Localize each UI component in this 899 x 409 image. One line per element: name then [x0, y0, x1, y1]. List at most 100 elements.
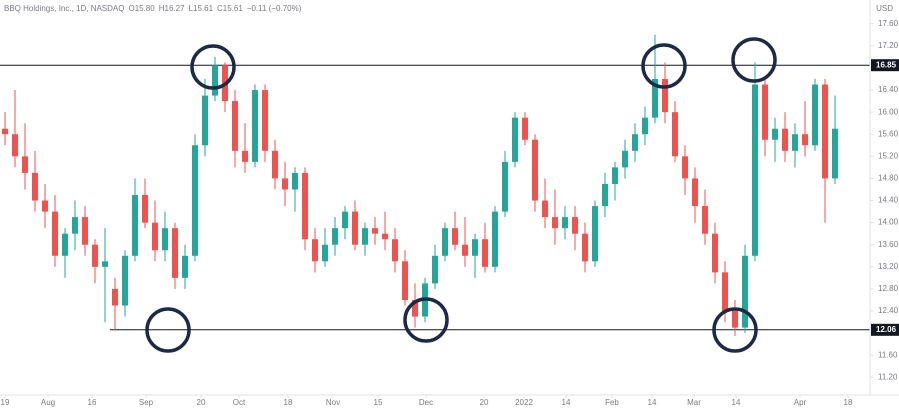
- highlight-circle: [641, 43, 687, 89]
- y-tick-label: 17.60: [878, 19, 899, 28]
- x-tick-label: 18: [284, 398, 293, 407]
- candle-body: [252, 90, 258, 162]
- candle-body: [722, 272, 728, 312]
- candle-body: [822, 84, 828, 179]
- candle-body: [772, 128, 778, 140]
- candle-body: [482, 239, 488, 267]
- x-tick-label: 19: [1, 398, 10, 407]
- candle-body: [832, 128, 838, 179]
- highlight-circle: [731, 37, 777, 83]
- highlight-circle: [145, 307, 191, 353]
- y-tick-label: 12.80: [878, 284, 899, 293]
- x-tick-label: 18: [844, 398, 853, 407]
- candle-body: [472, 239, 478, 256]
- candle-body: [332, 228, 338, 245]
- highlight-circle: [190, 44, 236, 90]
- candle-body: [552, 217, 558, 229]
- candle-body: [192, 145, 198, 256]
- candle-body: [82, 217, 88, 245]
- candle-body: [212, 65, 218, 96]
- y-tick-label: 17.20: [878, 41, 899, 50]
- x-tick-label: 14: [732, 398, 741, 407]
- annotations: [145, 37, 777, 353]
- candle-body: [382, 233, 388, 240]
- level-label-box: [871, 59, 899, 72]
- x-tick-label: 14: [562, 398, 571, 407]
- levels: 16.85 12.06: [0, 59, 899, 336]
- candle-body: [542, 200, 548, 218]
- candle-body: [292, 172, 298, 190]
- candle-body: [812, 84, 818, 146]
- candles: [2, 34, 838, 336]
- x-tick-label: Sep: [139, 398, 154, 407]
- highlight-circle: [712, 307, 758, 353]
- candle-body: [172, 228, 178, 278]
- candle-body: [612, 167, 618, 184]
- y-tick-label: 15.20: [878, 151, 899, 160]
- candle-body: [242, 150, 248, 162]
- header-item: BBQ Holdings, Inc., 1D, NASDAQ: [4, 4, 125, 13]
- candle-body: [392, 239, 398, 262]
- candle-body: [302, 172, 308, 240]
- y-tick-label: 11.20: [878, 372, 898, 381]
- candle-body: [162, 228, 168, 251]
- x-tick-label: Aug: [41, 398, 55, 407]
- y-tick-label: 13.20: [878, 262, 899, 271]
- candle-body: [622, 150, 628, 168]
- x-tick-label: 14: [648, 398, 657, 407]
- candle-body: [452, 228, 458, 245]
- y-tick-label: 14.00: [878, 218, 899, 227]
- candle-body: [762, 84, 768, 140]
- candle-body: [752, 84, 758, 256]
- candle-body: [712, 233, 718, 273]
- candle-body: [632, 134, 638, 151]
- candle-body: [362, 228, 368, 245]
- candle-body: [692, 178, 698, 207]
- candle-body: [152, 222, 158, 251]
- candle-body: [462, 244, 468, 256]
- y-tick-label: 16.00: [878, 107, 899, 116]
- header-item: H16.27: [159, 4, 185, 13]
- candle-body: [312, 239, 318, 262]
- candle-body: [502, 161, 508, 212]
- header-item: O15.80: [129, 4, 156, 13]
- candle-body: [22, 156, 28, 173]
- y-tick-label: 14.80: [878, 174, 899, 183]
- candle-body: [742, 255, 748, 328]
- candle-body: [662, 79, 668, 113]
- candle-body: [592, 206, 598, 262]
- level-label: 12.06: [876, 325, 897, 334]
- candle-body: [782, 128, 788, 151]
- candle-body: [72, 217, 78, 234]
- candle-body: [262, 90, 268, 151]
- candle-body: [792, 134, 798, 151]
- candle-body: [112, 288, 118, 306]
- candle-body: [572, 217, 578, 234]
- candle-body: [352, 211, 358, 245]
- candle-body: [322, 244, 328, 262]
- candle-body: [682, 156, 688, 179]
- candle-body: [522, 117, 528, 140]
- x-tick-label: 20: [197, 398, 206, 407]
- currency: USD: [876, 4, 893, 13]
- candle-body: [412, 299, 418, 317]
- candle-body: [142, 195, 148, 223]
- candle-body: [272, 150, 278, 179]
- level-label: 16.85: [876, 60, 897, 69]
- highlight-circle: [403, 297, 449, 343]
- candle-body: [602, 183, 608, 207]
- y-tick-label: 15.60: [878, 129, 899, 138]
- x-tick-label: 20: [480, 398, 489, 407]
- candle-body: [12, 134, 18, 157]
- candle-body: [2, 128, 8, 135]
- y-tick-label: 13.60: [878, 240, 899, 249]
- grid: [4, 23, 874, 398]
- candle-body: [512, 117, 518, 162]
- level-label-box: [871, 323, 899, 336]
- candle-body: [802, 134, 808, 146]
- x-tick-label: 15: [374, 398, 383, 407]
- header-item: L15.61: [189, 4, 214, 13]
- x-tick-label: 2022: [515, 398, 533, 407]
- candle-body: [442, 228, 448, 256]
